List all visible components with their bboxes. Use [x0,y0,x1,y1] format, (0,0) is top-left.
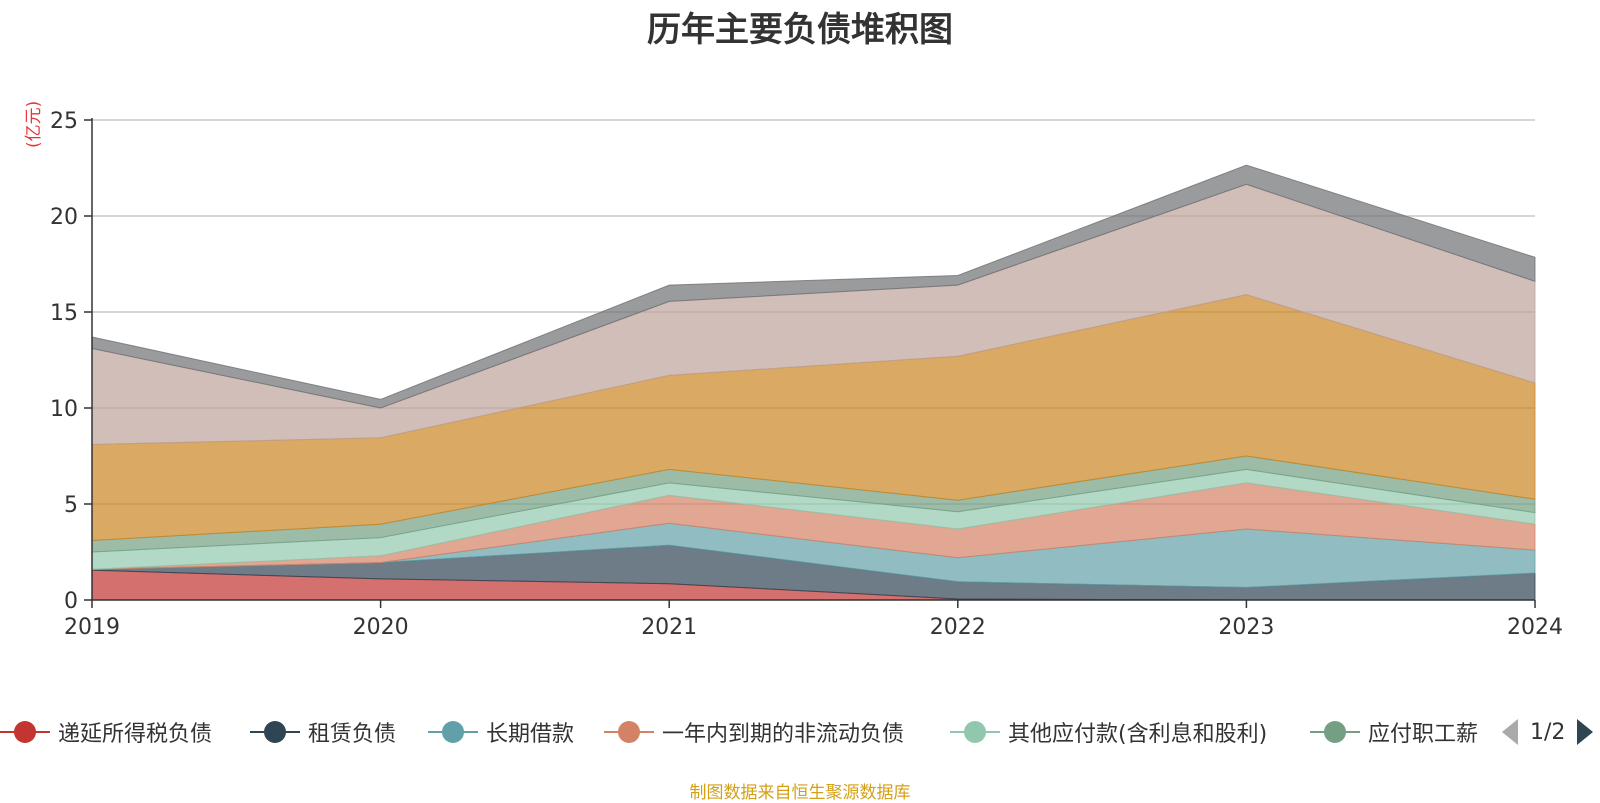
y-tick-label: 10 [50,397,78,422]
legend-marker-icon [250,721,300,743]
legend-item[interactable]: 租赁负债 [250,712,396,752]
legend: 递延所得税负债 租赁负债 长期借款 一年内到期的非流动负债 其他应付款(含利息和股利) 应… [0,712,1600,752]
area-series [91,164,1536,601]
y-tick-label: 5 [64,493,78,518]
x-tick-label: 2023 [1218,615,1274,640]
legend-marker-icon [1310,721,1360,743]
x-tick-label: 2020 [353,615,409,640]
legend-items: 递延所得税负债 租赁负债 长期借款 一年内到期的非流动负债 其他应付款(含利息和股利) 应… [0,712,1482,752]
y-tick-label: 15 [50,301,78,326]
legend-item-label: 一年内到期的非流动负债 [662,722,905,747]
legend-item[interactable]: 应付职工薪 [1310,712,1478,752]
legend-marker-icon [0,721,50,743]
y-tick-label: 0 [64,589,78,614]
legend-item-label: 租赁负债 [308,722,397,747]
source-note: 制图数据来自恒生聚源数据库 [689,783,911,803]
area-series-其他 [91,164,1536,409]
stacked-area-chart: 0 5 10 15 20 25 2019 2020 2021 2022 2023 2024 [50,109,1563,640]
legend-page-indicator: 1/2 [1530,719,1566,745]
legend-item[interactable]: 其他应付款(含利息和股利) [950,712,1267,752]
axes: 0 5 10 15 20 25 2019 2020 2021 2022 2023 2024 [50,109,1563,640]
legend-next-page-icon[interactable] [1575,717,1595,747]
legend-item-label: 应付职工薪 [1368,722,1479,747]
legend-item[interactable]: 长期借款 [428,712,574,752]
legend-marker-icon [950,721,1000,743]
legend-marker-icon [428,721,478,743]
legend-item[interactable]: 递延所得税负债 [0,712,212,752]
legend-item[interactable]: 一年内到期的非流动负债 [604,712,904,752]
legend-item-label: 其他应付款(含利息和股利) [1008,722,1268,747]
x-tick-label: 2022 [930,615,986,640]
y-tick-label: 25 [50,109,78,134]
legend-item-label: 递延所得税负债 [58,722,213,747]
x-tick-label: 2024 [1507,615,1563,640]
y-tick-label: 20 [50,205,78,230]
legend-prev-page-icon[interactable] [1500,717,1520,747]
x-tick-label: 2021 [641,615,697,640]
x-tick-label: 2019 [64,615,120,640]
legend-pager: 1/2 [1500,712,1595,752]
legend-item-label: 长期借款 [486,722,575,747]
legend-marker-icon [604,721,654,743]
chart-title: 历年主要负债堆积图 [647,10,953,50]
